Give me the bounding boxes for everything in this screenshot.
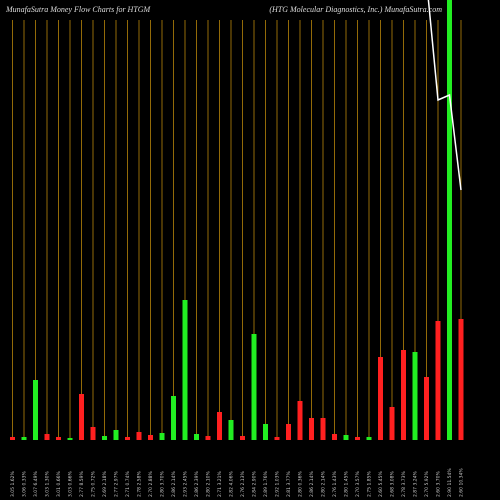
bar — [251, 334, 257, 440]
bar — [10, 437, 15, 440]
x-tick-label: 2.90 11.54% — [447, 468, 453, 497]
bar — [424, 377, 429, 440]
x-tick-label: 2.71 3.21% — [217, 471, 223, 497]
x-tick-label: 2.80 0.36% — [298, 471, 304, 497]
x-tick-label: 2.86 2.14% — [309, 471, 315, 497]
bar — [136, 432, 142, 440]
x-tick-label: 3.07 6.49% — [33, 471, 39, 497]
bar — [44, 434, 50, 440]
x-tick-label: 2.84 2.90% — [252, 471, 258, 497]
bar — [79, 394, 84, 440]
bar — [366, 437, 372, 440]
bar — [217, 412, 222, 440]
x-tick-label: 2.60 5.45% — [378, 471, 384, 497]
bar — [343, 435, 349, 440]
bar — [286, 424, 291, 440]
x-tick-label: 3.01 0.66% — [56, 471, 62, 497]
bar — [205, 436, 211, 440]
bar — [332, 434, 337, 440]
x-tick-label: 2.86 2.14% — [171, 471, 177, 497]
x-tick-label: 2.80 2.10% — [206, 471, 212, 497]
bar — [56, 437, 61, 440]
bar — [309, 418, 314, 440]
x-tick-label: 2.80 1.45% — [344, 471, 350, 497]
bar — [194, 434, 199, 440]
bar — [228, 420, 234, 440]
bar — [21, 437, 27, 440]
x-tick-label: 2.76 1.43% — [332, 471, 338, 497]
x-tick-label: 2.75 0.72% — [91, 471, 97, 497]
x-tick-label: 2.89 1.76% — [263, 471, 269, 497]
bar — [159, 433, 165, 440]
x-tick-label: 2.75 1.85% — [367, 471, 373, 497]
x-tick-label: 2.86 2.39% — [194, 471, 200, 497]
bar — [274, 437, 280, 440]
x-tick-label: 2.69 2.18% — [102, 471, 108, 497]
x-tick-label: 2.80 3.70% — [160, 471, 166, 497]
bar — [240, 436, 245, 440]
bar — [458, 319, 464, 440]
x-tick-label: 2.70 5.92% — [424, 471, 430, 497]
x-tick-label: 2.71 0.74% — [125, 471, 131, 497]
x-tick-label: 2.70 2.88% — [148, 471, 154, 497]
bar — [320, 418, 326, 440]
x-tick-label: 2.68 3.08% — [390, 471, 396, 497]
x-tick-label: 2.77 2.97% — [114, 471, 120, 497]
bar — [171, 396, 176, 440]
x-tick-label: 2.92 1.03% — [275, 471, 281, 497]
x-tick-label: 2.77 8.59% — [79, 471, 85, 497]
bar — [401, 350, 406, 440]
x-tick-label: 2.70 3.57% — [355, 471, 361, 497]
x-tick-label: 2.78 2.58% — [137, 471, 143, 497]
x-tick-label: 2.60 10.34% — [459, 468, 465, 497]
x-tick-label: 2.93 2.45% — [183, 471, 189, 497]
x-tick-label: 2.76 2.13% — [240, 471, 246, 497]
bar — [297, 401, 303, 440]
bar — [412, 352, 418, 440]
x-tick-label: 2.60 3.70% — [436, 471, 442, 497]
bar — [148, 435, 153, 440]
bar — [90, 427, 96, 440]
chart-subtitle: (HTG Molecular Diagnostics, Inc.) Munafa… — [269, 5, 442, 14]
bar — [378, 357, 383, 440]
bar — [67, 438, 73, 440]
bar — [182, 300, 188, 440]
x-tick-label: 3.03 1.30% — [45, 471, 51, 497]
x-tick-label: 2.78 3.73% — [401, 471, 407, 497]
x-tick-label: 2.81 3.77% — [286, 471, 292, 497]
bar — [125, 437, 130, 440]
x-tick-label: 3.06 0.33% — [22, 471, 28, 497]
bar — [447, 0, 452, 440]
x-tick-label: 2.80 2.14% — [321, 471, 327, 497]
chart-title: MunafaSutra Money Flow Charts for HTGM — [5, 5, 152, 14]
bar — [435, 321, 441, 440]
bar — [355, 437, 360, 440]
bar — [113, 430, 119, 440]
bar — [263, 424, 268, 440]
plot — [10, 0, 464, 440]
bar — [389, 407, 395, 440]
x-tick-label: 3.03 0.66% — [68, 471, 74, 497]
bar — [33, 380, 38, 440]
line — [427, 0, 462, 191]
x-tick-label: 2.82 4.06% — [229, 471, 235, 497]
x-tick-label: 2.87 3.24% — [413, 471, 419, 497]
bar — [102, 436, 107, 440]
x-tick-label: 3.05 1.62% — [10, 471, 16, 497]
